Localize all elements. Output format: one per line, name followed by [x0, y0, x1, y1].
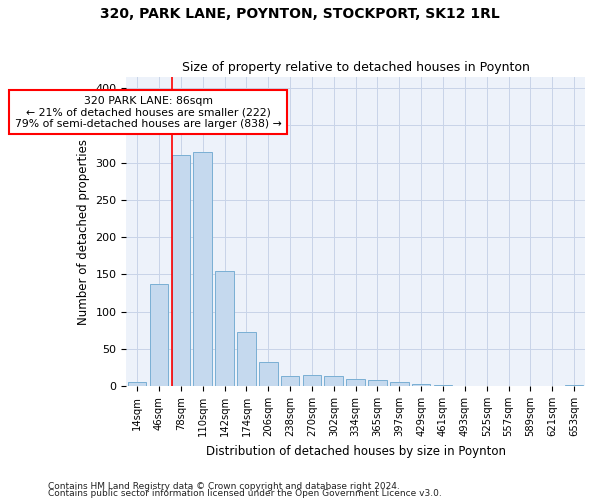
Bar — [193, 152, 212, 386]
Bar — [172, 155, 190, 386]
Text: 320, PARK LANE, POYNTON, STOCKPORT, SK12 1RL: 320, PARK LANE, POYNTON, STOCKPORT, SK12… — [100, 8, 500, 22]
Bar — [281, 376, 299, 386]
Bar — [150, 284, 168, 386]
Bar — [128, 382, 146, 386]
Text: Contains HM Land Registry data © Crown copyright and database right 2024.: Contains HM Land Registry data © Crown c… — [48, 482, 400, 491]
Bar — [259, 362, 278, 386]
Bar — [346, 378, 365, 386]
Bar — [368, 380, 387, 386]
Bar — [325, 376, 343, 386]
Text: Contains public sector information licensed under the Open Government Licence v3: Contains public sector information licen… — [48, 490, 442, 498]
Bar — [565, 384, 583, 386]
Bar — [412, 384, 430, 386]
Bar — [215, 270, 234, 386]
Bar — [237, 332, 256, 386]
X-axis label: Distribution of detached houses by size in Poynton: Distribution of detached houses by size … — [206, 444, 506, 458]
Bar — [390, 382, 409, 386]
Y-axis label: Number of detached properties: Number of detached properties — [77, 138, 90, 324]
Bar — [302, 375, 321, 386]
Title: Size of property relative to detached houses in Poynton: Size of property relative to detached ho… — [182, 62, 530, 74]
Text: 320 PARK LANE: 86sqm
← 21% of detached houses are smaller (222)
79% of semi-deta: 320 PARK LANE: 86sqm ← 21% of detached h… — [15, 96, 281, 129]
